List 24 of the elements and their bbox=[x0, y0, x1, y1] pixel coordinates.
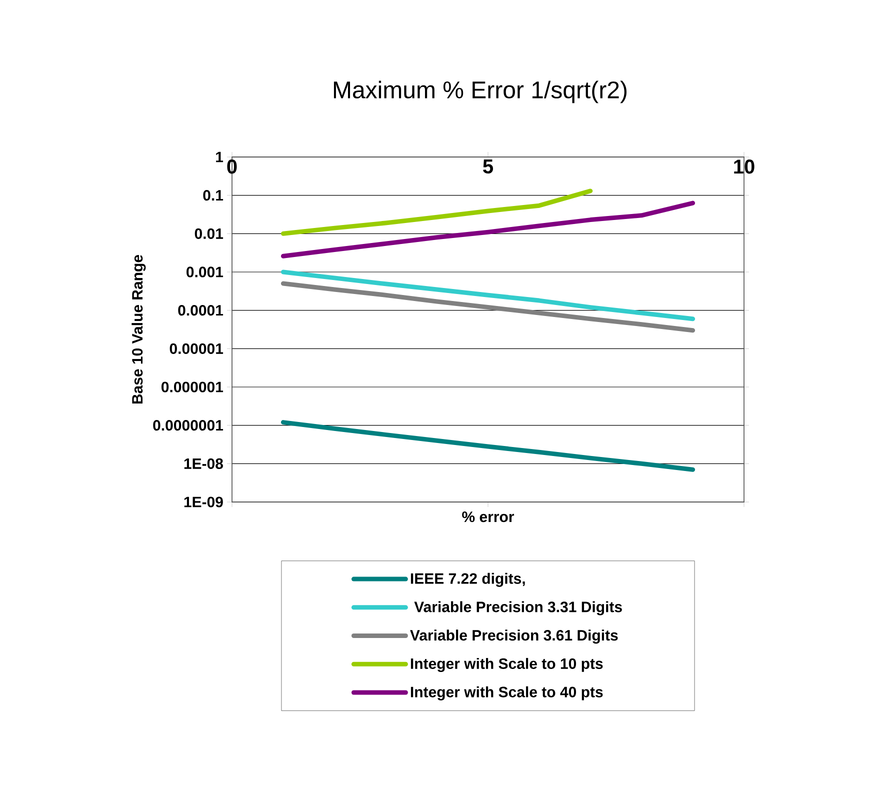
y-tick-label: 1E-08 bbox=[184, 458, 223, 469]
y-tick-label: 0.00001 bbox=[170, 343, 224, 354]
line-series bbox=[280, 188, 593, 236]
legend-label: Variable Precision 3.61 Digits bbox=[410, 630, 618, 644]
line-series bbox=[280, 200, 696, 258]
line-series bbox=[280, 270, 696, 322]
x-axis-title: % error bbox=[462, 512, 514, 522]
y-tick-label: 0.01 bbox=[194, 228, 224, 239]
y-tick-label: 0.001 bbox=[186, 266, 224, 278]
y-axis-title: Base 10 Value Range bbox=[132, 254, 146, 404]
y-tick-label: 0.1 bbox=[203, 190, 224, 201]
y-tick-label: 0.0001 bbox=[178, 305, 224, 316]
chart-title: Maximum % Error 1/sqrt(r2) bbox=[334, 80, 626, 104]
legend-label: Integer with Scale to 40 pts bbox=[410, 686, 603, 700]
legend-label: Integer with Scale to 10 pts bbox=[410, 658, 603, 672]
y-tick-label: 1E-09 bbox=[184, 496, 223, 508]
line-series bbox=[280, 281, 696, 333]
line-series bbox=[280, 420, 696, 472]
y-tick-label: 0.000001 bbox=[162, 382, 224, 392]
y-tick-label: 0.0000001 bbox=[153, 420, 224, 431]
legend-label: IEEE 7.22 digits, bbox=[410, 572, 525, 587]
x-tick-label: 5 bbox=[483, 160, 494, 174]
legend-label: Variable Precision 3.31 Digits bbox=[414, 601, 622, 616]
y-tick-label: 1 bbox=[216, 152, 224, 162]
